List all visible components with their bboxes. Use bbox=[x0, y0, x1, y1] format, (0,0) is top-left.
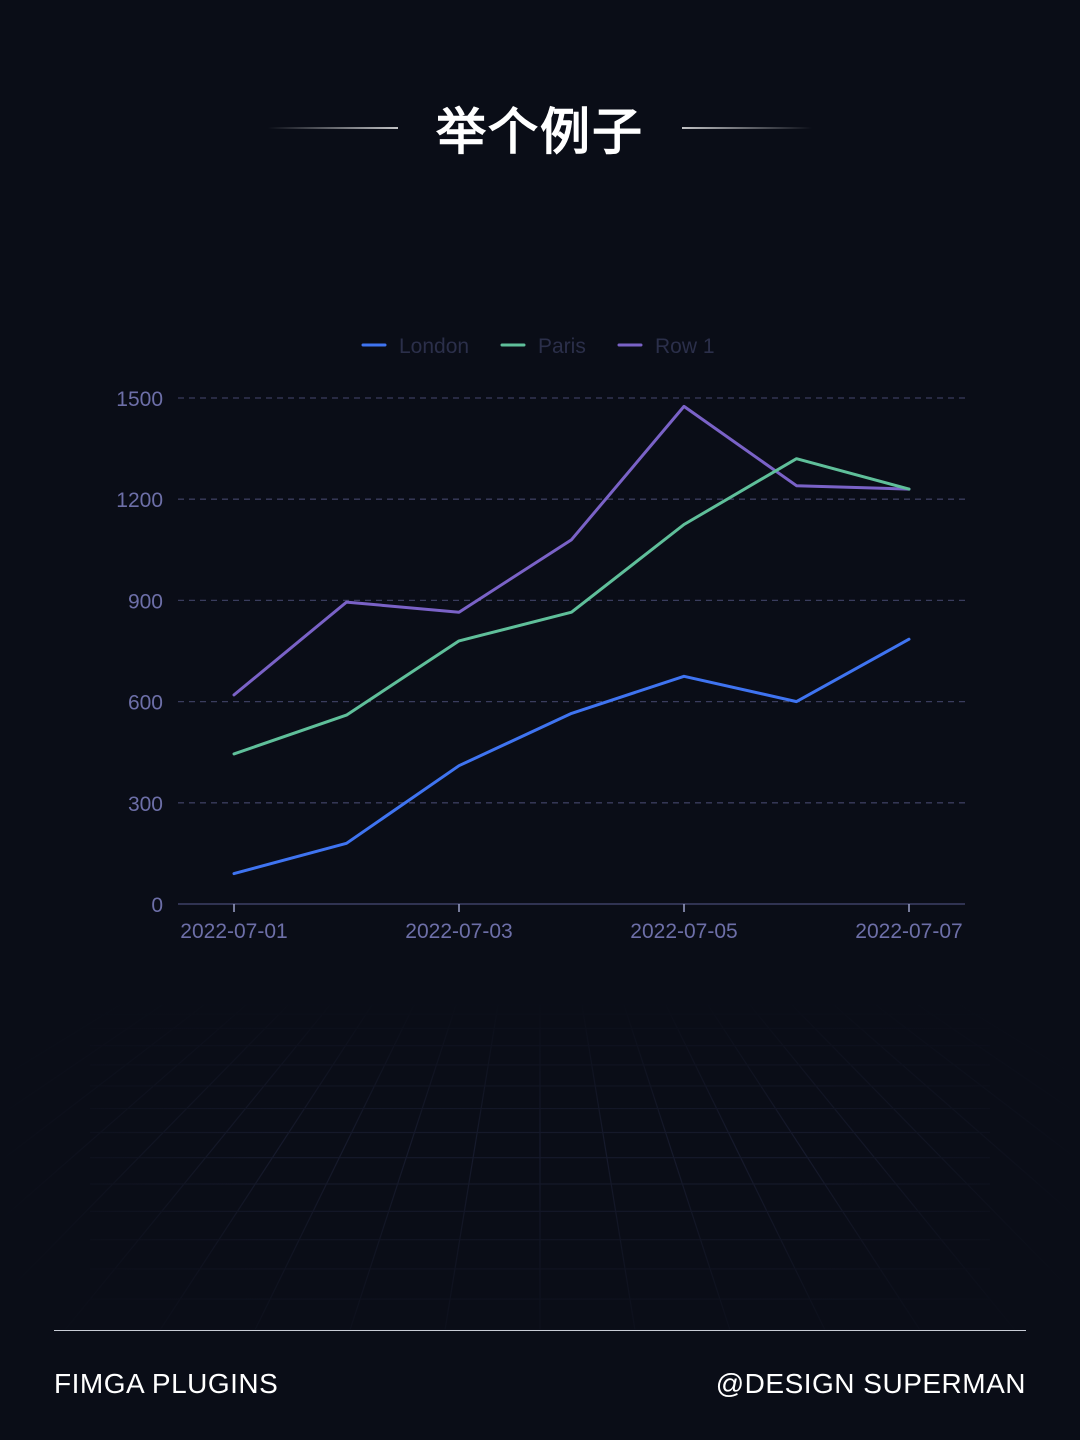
y-tick-label: 1500 bbox=[116, 388, 163, 411]
floor-fade-horizontal bbox=[0, 1000, 1080, 1330]
x-tick-label: 2022-07-01 bbox=[180, 920, 287, 943]
x-tick-label: 2022-07-03 bbox=[405, 920, 512, 943]
title-bar: 举个例子 bbox=[0, 88, 1080, 168]
chart-legend: London Paris Row 1 bbox=[361, 335, 715, 358]
series-line-paris bbox=[232, 457, 911, 756]
y-tick-label: 1200 bbox=[116, 489, 163, 512]
y-tick-label: 600 bbox=[128, 692, 163, 715]
title-right-divider bbox=[682, 127, 812, 129]
title-left-divider bbox=[268, 127, 398, 129]
legend-label: Paris bbox=[538, 335, 586, 358]
footer-brand-left: FIMGA PLUGINS bbox=[54, 1368, 279, 1399]
series-layer bbox=[232, 404, 911, 876]
legend-label: London bbox=[399, 335, 469, 358]
series-line-row-1 bbox=[232, 404, 911, 697]
x-axis: 2022-07-01 2022-07-03 2022-07-05 2022-07-07 bbox=[178, 903, 965, 943]
y-axis: 0 300 600 900 1200 1500 bbox=[116, 388, 163, 917]
legend-label: Row 1 bbox=[655, 335, 715, 358]
horizontal-gridlines bbox=[178, 397, 965, 804]
footer-divider bbox=[54, 1330, 1026, 1331]
footer-brand-right: @DESIGN SUPERMAN bbox=[715, 1368, 1026, 1399]
y-tick-label: 900 bbox=[128, 590, 163, 613]
page-title: 举个例子 bbox=[436, 103, 644, 161]
series-line-london bbox=[232, 637, 911, 876]
y-tick-label: 300 bbox=[128, 793, 163, 816]
x-tick-label: 2022-07-07 bbox=[855, 920, 962, 943]
y-tick-label: 0 bbox=[151, 894, 163, 917]
x-tick-label: 2022-07-05 bbox=[630, 920, 737, 943]
